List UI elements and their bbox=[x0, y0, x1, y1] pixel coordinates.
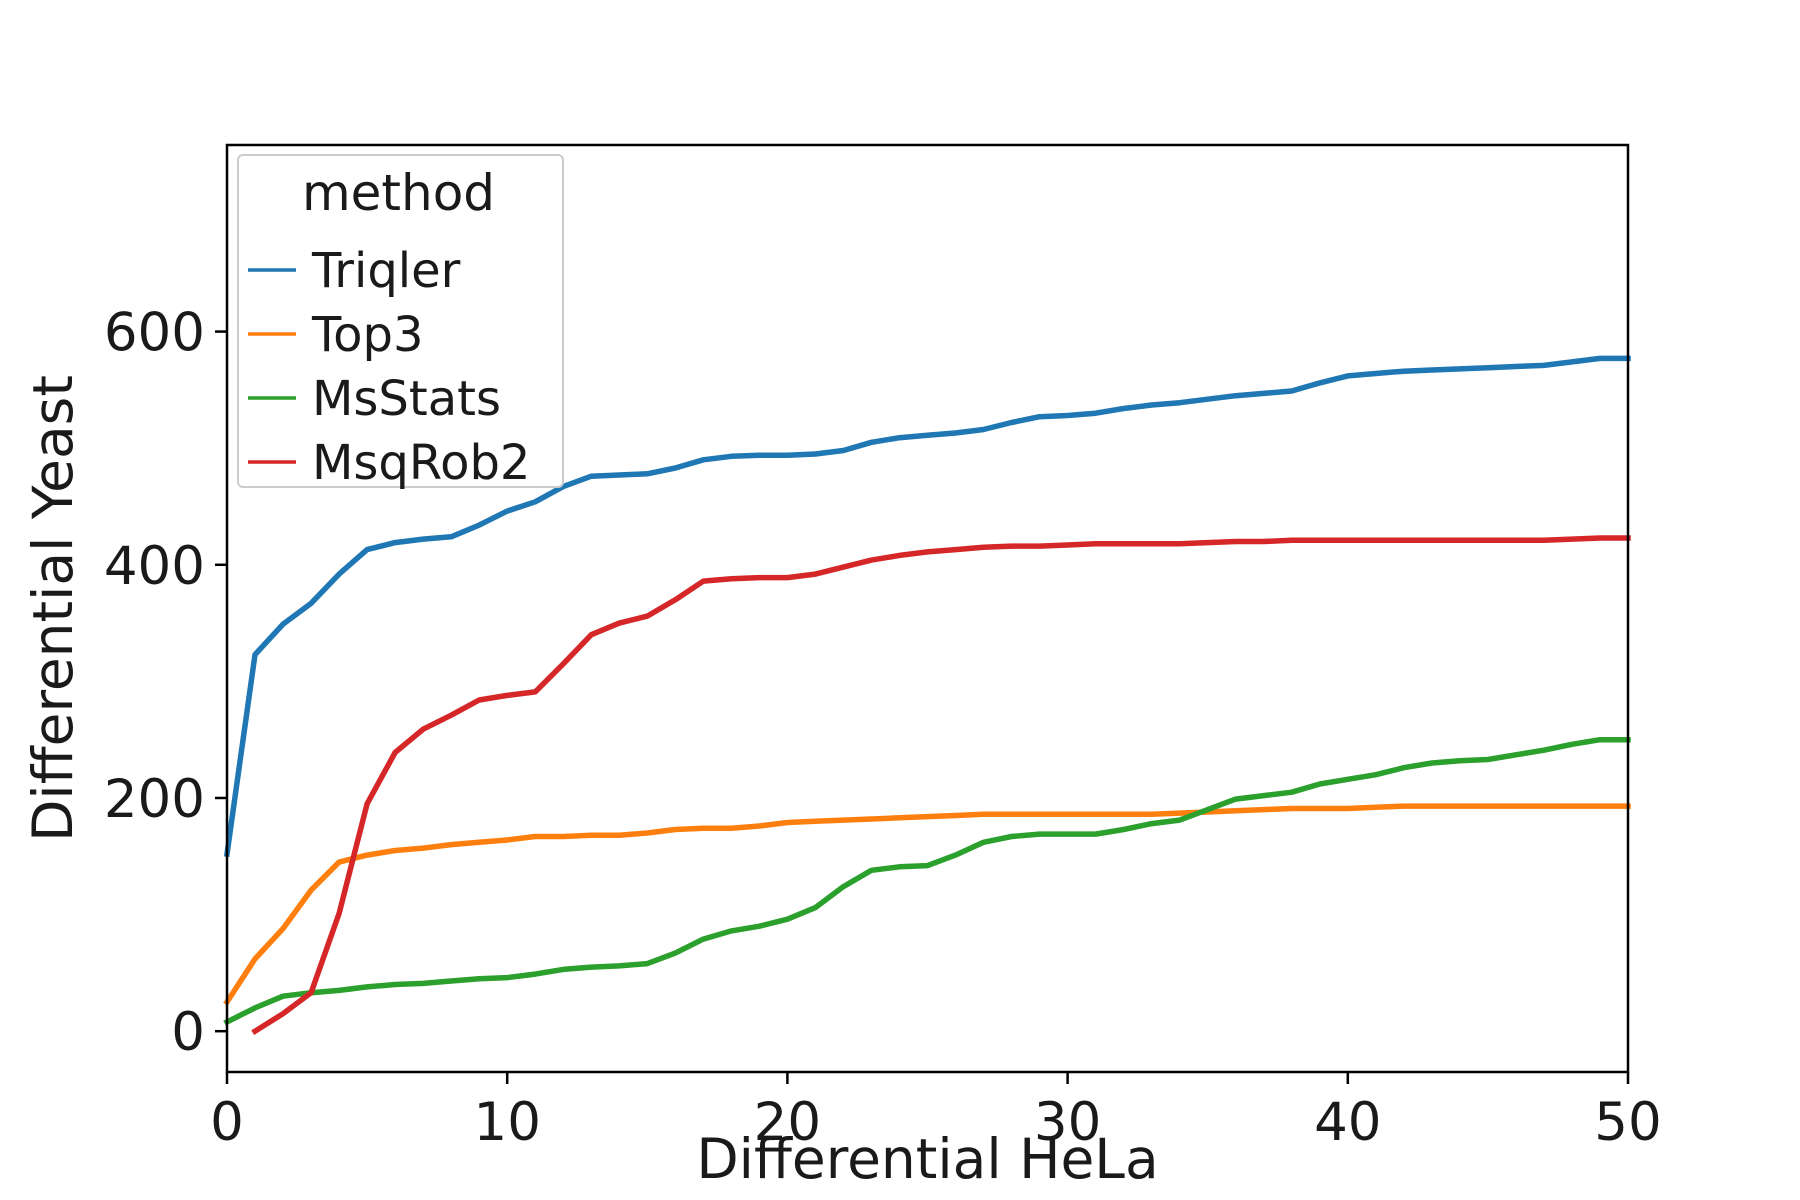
series-line-msqrob2 bbox=[251, 535, 1631, 1035]
legend: method Triqler Top3 MsStats MsqRob2 bbox=[237, 154, 564, 491]
legend-label-top3: Top3 bbox=[311, 307, 424, 363]
series-line-top3 bbox=[223, 803, 1631, 1006]
axis-ticks: 0 10 20 30 40 50 0 200 400 600 bbox=[104, 303, 1662, 1153]
x-tick-label: 40 bbox=[1314, 1092, 1381, 1153]
x-tick-label: 30 bbox=[1034, 1092, 1101, 1153]
y-tick-label: 400 bbox=[104, 536, 205, 597]
axes-frame bbox=[225, 143, 1630, 1074]
legend-title: method bbox=[302, 164, 495, 222]
legend-label-triqler: Triqler bbox=[311, 243, 461, 299]
y-tick-label: 600 bbox=[104, 303, 205, 364]
legend-label-msqrob2: MsqRob2 bbox=[312, 435, 530, 491]
legend-items: Triqler Top3 MsStats MsqRob2 bbox=[248, 243, 530, 491]
series-lines bbox=[223, 355, 1631, 1035]
x-tick-label: 0 bbox=[210, 1092, 244, 1153]
legend-box bbox=[237, 154, 564, 488]
x-tick-label: 20 bbox=[754, 1092, 821, 1153]
y-axis-label: Differential Yeast bbox=[21, 375, 85, 842]
x-tick-label: 50 bbox=[1594, 1092, 1661, 1153]
legend-label-msstats: MsStats bbox=[312, 371, 501, 427]
x-tick-label: 10 bbox=[473, 1092, 540, 1153]
y-tick-label: 0 bbox=[171, 1002, 205, 1063]
x-axis-label: Differential HeLa bbox=[696, 1127, 1158, 1191]
series-line-msstats bbox=[223, 736, 1631, 1026]
y-tick-label: 200 bbox=[104, 769, 205, 830]
series-line-triqler bbox=[223, 355, 1631, 858]
